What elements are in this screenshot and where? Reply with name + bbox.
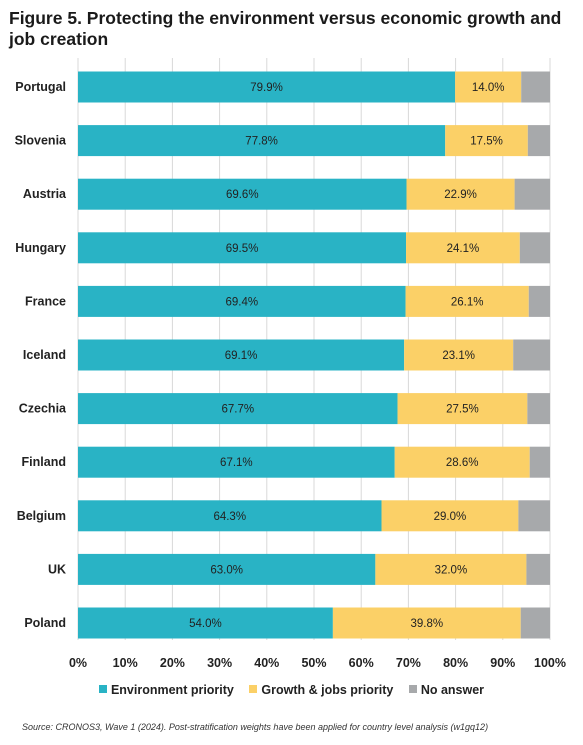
category-label-slovenia: Slovenia — [15, 134, 67, 148]
bar-environment-priority-hungary — [78, 232, 407, 264]
bar-growth-jobs-priority-portugal — [455, 71, 522, 103]
legend-swatch-no-answer — [408, 685, 417, 694]
value-label-growth-jobs-priority-slovenia: 17.5% — [470, 136, 503, 148]
bar-growth-jobs-priority-austria — [406, 178, 515, 210]
bar-no-answer-uk — [526, 553, 550, 585]
bar-no-answer-slovenia — [527, 125, 550, 157]
bar-growth-jobs-priority-hungary — [406, 232, 520, 264]
bar-environment-priority-finland — [78, 446, 395, 478]
legend-label-growth: Growth & jobs priority — [261, 682, 394, 697]
x-tick-label: 0% — [69, 656, 87, 670]
x-tick-label: 70% — [396, 656, 421, 670]
stacked-bar-chart: Portugal 79.9% 14.0% Slovenia 77.8% 17.5% Aust… — [15, 58, 566, 670]
bar-no-answer-finland — [529, 446, 550, 478]
value-label-environment-priority-slovenia: 77.8% — [245, 136, 278, 148]
x-tick-label: 10% — [113, 656, 138, 670]
value-label-environment-priority-poland: 54.0% — [189, 618, 222, 630]
bar-no-answer-czechia — [527, 393, 550, 425]
bar-growth-jobs-priority-iceland — [404, 339, 514, 371]
x-tick-label: 60% — [349, 656, 374, 670]
x-tick-label: 100% — [534, 656, 566, 670]
category-label-belgium: Belgium — [17, 509, 66, 523]
legend-item-environment: Environment priority — [98, 682, 234, 697]
chart-title: Figure 5. Protecting the environment ver… — [9, 8, 562, 49]
bar-growth-jobs-priority-slovenia — [445, 125, 528, 157]
value-label-growth-jobs-priority-finland: 28.6% — [446, 457, 479, 469]
value-label-environment-priority-portugal: 79.9% — [250, 82, 283, 94]
value-label-growth-jobs-priority-uk: 32.0% — [435, 564, 468, 576]
bar-no-answer-austria — [514, 178, 550, 210]
value-label-environment-priority-belgium: 64.3% — [213, 511, 246, 523]
bar-growth-jobs-priority-czechia — [397, 393, 528, 425]
bar-growth-jobs-priority-finland — [394, 446, 530, 478]
legend: Environment priority Growth & jobs prior… — [0, 682, 583, 697]
value-label-environment-priority-france: 69.4% — [225, 296, 258, 308]
value-label-environment-priority-uk: 63.0% — [210, 564, 243, 576]
bar-growth-jobs-priority-uk — [375, 553, 527, 585]
category-label-finland: Finland — [22, 455, 66, 469]
value-label-growth-jobs-priority-poland: 39.8% — [411, 618, 444, 630]
x-tick-label: 50% — [301, 656, 326, 670]
bar-environment-priority-belgium — [78, 500, 382, 532]
value-label-growth-jobs-priority-austria: 22.9% — [444, 189, 477, 201]
category-label-poland: Poland — [24, 616, 66, 630]
x-tick-label: 30% — [207, 656, 232, 670]
value-label-environment-priority-czechia: 67.7% — [221, 404, 254, 416]
bar-no-answer-portugal — [521, 71, 550, 103]
bar-no-answer-belgium — [518, 500, 550, 532]
bar-growth-jobs-priority-france — [405, 285, 529, 317]
value-label-growth-jobs-priority-belgium: 29.0% — [434, 511, 467, 523]
legend-label-environment: Environment priority — [110, 682, 234, 697]
x-tick-label: 20% — [160, 656, 185, 670]
legend-swatch-growth — [249, 685, 258, 694]
value-label-environment-priority-austria: 69.6% — [226, 189, 259, 201]
bar-growth-jobs-priority-poland — [332, 607, 521, 639]
bar-environment-priority-portugal — [78, 71, 456, 103]
legend-swatch-environment — [98, 685, 107, 694]
source-note: Source: CRONOS3, Wave 1 (2024). Post-str… — [22, 722, 489, 732]
bar-no-answer-hungary — [519, 232, 550, 264]
value-label-growth-jobs-priority-france: 26.1% — [451, 296, 484, 308]
value-label-growth-jobs-priority-hungary: 24.1% — [447, 243, 480, 255]
bar-environment-priority-uk — [78, 553, 376, 585]
bar-environment-priority-iceland — [78, 339, 405, 371]
category-label-france: France — [25, 294, 66, 308]
bar-environment-priority-slovenia — [78, 125, 446, 157]
x-tick-label: 40% — [254, 656, 279, 670]
value-label-environment-priority-finland: 67.1% — [220, 457, 253, 469]
value-label-growth-jobs-priority-czechia: 27.5% — [446, 404, 479, 416]
bar-environment-priority-france — [78, 285, 406, 317]
bar-no-answer-france — [528, 285, 550, 317]
legend-item-no-answer: No answer — [408, 682, 485, 697]
bar-environment-priority-austria — [78, 178, 407, 210]
category-label-uk: UK — [48, 562, 66, 576]
bar-environment-priority-poland — [78, 607, 333, 639]
bar-environment-priority-czechia — [78, 393, 398, 425]
legend-item-growth: Growth & jobs priority — [249, 683, 393, 697]
legend-label-no-answer: No answer — [420, 682, 485, 697]
bar-no-answer-iceland — [513, 339, 550, 371]
value-label-environment-priority-hungary: 69.5% — [226, 243, 259, 255]
value-label-growth-jobs-priority-iceland: 23.1% — [442, 350, 475, 362]
category-label-austria: Austria — [23, 187, 67, 201]
value-label-growth-jobs-priority-portugal: 14.0% — [472, 82, 505, 94]
category-label-iceland: Iceland — [23, 348, 66, 362]
bar-growth-jobs-priority-belgium — [381, 500, 519, 532]
x-tick-label: 90% — [490, 656, 515, 670]
value-label-environment-priority-iceland: 69.1% — [225, 350, 258, 362]
category-label-portugal: Portugal — [15, 80, 66, 94]
category-label-hungary: Hungary — [15, 241, 66, 255]
category-label-czechia: Czechia — [19, 402, 67, 416]
bar-no-answer-poland — [520, 607, 550, 639]
x-tick-label: 80% — [443, 656, 468, 670]
